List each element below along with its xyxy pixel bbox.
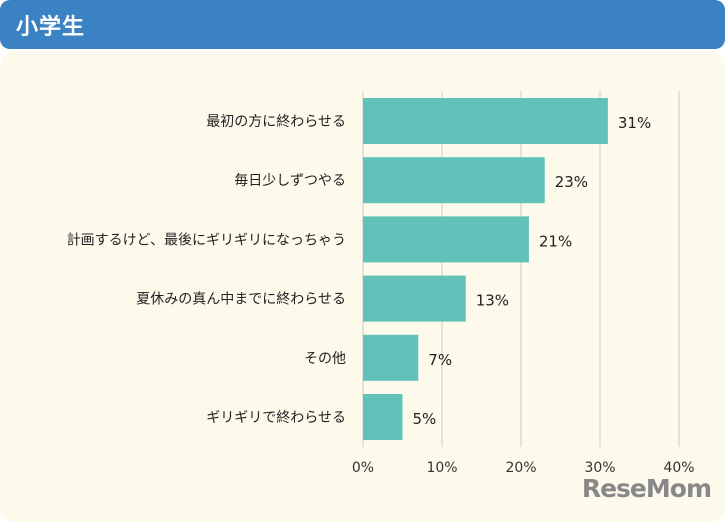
x-tick-label: 0%	[352, 460, 374, 476]
resemom-logo: ReseMom	[581, 474, 712, 503]
category-label: 計画するけど、最後にギリギリになっちゃう	[67, 232, 346, 248]
category-label: 夏休みの真ん中までに終わらせる	[136, 292, 346, 308]
bar	[363, 394, 403, 440]
value-label: 31%	[618, 114, 651, 132]
bar	[363, 98, 608, 144]
chart-title: 小学生	[16, 15, 86, 40]
value-label: 5%	[413, 410, 437, 428]
value-label: 13%	[476, 292, 509, 310]
x-tick-label: 30%	[584, 460, 615, 476]
chart-header: 小学生	[0, 0, 725, 49]
bar-chart: 0% 10% 20% 30% 40% 最初の方に終わらせる 31% 毎日少しずつやる 23% 計画…	[67, 91, 695, 476]
category-label: 最初の方に終わらせる	[206, 113, 346, 130]
value-label: 21%	[539, 232, 572, 250]
value-label: 23%	[555, 173, 588, 191]
category-label: その他	[304, 351, 346, 367]
value-label: 7%	[428, 351, 452, 369]
category-label: 毎日少しずつやる	[234, 173, 346, 189]
category-label: ギリギリで終わらせる	[206, 410, 346, 426]
x-tick-label: 20%	[505, 460, 536, 476]
x-tick-label: 10%	[426, 460, 457, 476]
bar	[363, 275, 466, 322]
bar	[363, 216, 529, 263]
bar	[363, 334, 419, 381]
x-tick-label: 40%	[663, 460, 694, 476]
bar	[363, 157, 545, 204]
